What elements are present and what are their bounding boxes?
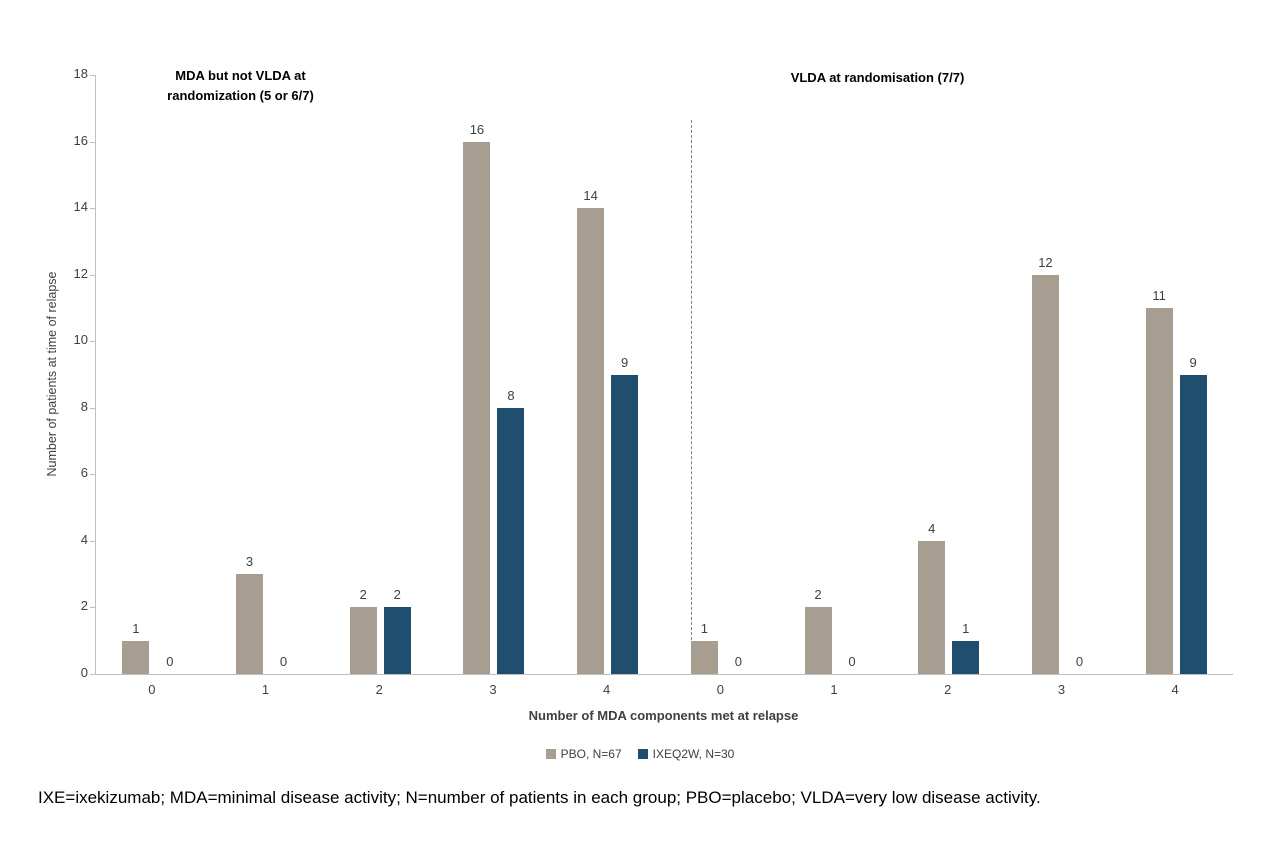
bar-value-label: 3: [245, 554, 254, 570]
bar-value-label: 0: [279, 654, 288, 669]
bar-value-label: 12: [1038, 254, 1053, 270]
ixeq2w-swatch-icon: [637, 749, 648, 759]
legend-label-ixeq2w: IXEQ2W, N=30: [652, 747, 735, 761]
bar-value-label: 2: [393, 587, 401, 603]
bar-pbo: [804, 607, 832, 674]
bar-ixeq2w: [1179, 374, 1207, 674]
y-axis-tick: [90, 407, 96, 409]
pbo-swatch-icon: [545, 749, 556, 759]
bar-ixeq2w: [497, 407, 525, 674]
bar-pbo: [1145, 307, 1173, 674]
bar-value-label: 11: [1152, 287, 1166, 303]
x-axis-category-label: 4: [1171, 682, 1179, 697]
bar-value-label: 1: [132, 620, 140, 636]
y-axis-tick-label: 12: [73, 265, 88, 281]
y-axis-tick-label: 0: [80, 665, 88, 680]
bar-pbo: [236, 574, 264, 674]
plot-area: 1 0 3 0 2 2 16 8 14 9 1 0 2 0 4 1 12 0 11 9: [90, 75, 1233, 675]
x-axis-category-label: 1: [261, 682, 270, 697]
bar-value-label: 0: [166, 654, 174, 669]
panel-title-line: randomization (5 or 6/7): [167, 88, 314, 104]
y-axis-tick: [90, 540, 96, 542]
bar-ixeq2w: [952, 640, 980, 674]
y-axis-tick: [90, 341, 96, 343]
y-axis-tick-label: 4: [80, 531, 88, 547]
y-axis-tick: [90, 474, 96, 476]
y-axis-tick: [90, 607, 96, 609]
bar-pbo: [577, 208, 605, 674]
panel-title-line: MDA but not VLDA at: [175, 68, 306, 83]
x-axis-labels: 0 1 2 3 4 0 1 2 3 4: [95, 682, 1232, 702]
legend-item-ixeq2w: IXEQ2W, N=30: [637, 747, 735, 761]
x-axis-category-label: 4: [603, 682, 611, 697]
bar-value-label: 2: [359, 587, 367, 603]
bar-pbo: [1031, 274, 1059, 674]
y-axis-tick-label: 10: [73, 332, 88, 348]
x-axis-category-label: 1: [830, 682, 838, 697]
legend-label-pbo: PBO, N=67: [560, 747, 622, 761]
bar-pbo: [463, 141, 491, 674]
x-axis-title: Number of MDA components met at relapse: [528, 708, 799, 723]
y-axis-labels: 0 2 4 6 8 10 12 14 16 18: [40, 66, 88, 680]
y-axis-tick-label: 18: [73, 66, 88, 81]
bar-value-label: 1: [700, 620, 708, 636]
bar-ixeq2w: [383, 607, 411, 674]
x-axis-category-label: 3: [1057, 682, 1066, 697]
bar-value-label: 2: [814, 587, 822, 603]
y-axis-tick-label: 8: [80, 398, 88, 414]
bar-pbo: [918, 540, 946, 674]
x-axis-category-label: 2: [944, 682, 952, 697]
bar-pbo: [122, 640, 150, 674]
y-axis-tick: [90, 274, 96, 276]
y-axis-tick-label: 6: [80, 465, 88, 481]
bar-value-label: 4: [928, 520, 936, 536]
bar-value-label: 14: [583, 188, 598, 204]
bar-pbo: [349, 607, 377, 674]
legend-item-pbo: PBO, N=67: [545, 747, 622, 761]
y-axis-tick: [90, 674, 96, 675]
footnote: IXE=ixekizumab; MDA=minimal disease acti…: [38, 788, 1041, 807]
bar-ixeq2w: [611, 374, 639, 674]
y-axis-tick-label: 14: [73, 199, 88, 215]
panel-title-right: VLDA at randomisation (7/7): [700, 68, 1055, 88]
bar-value-label: 9: [1189, 354, 1197, 370]
panel-title-left: MDA but not VLDA at randomization (5 or …: [128, 66, 353, 106]
panel-title-line: VLDA at randomisation (7/7): [790, 70, 965, 85]
x-axis-category-label: 2: [375, 682, 383, 697]
bar-value-label: 8: [507, 387, 515, 403]
y-axis-tick-label: 2: [80, 598, 88, 614]
legend: PBO, N=67 IXEQ2W, N=30: [0, 747, 1280, 761]
panel-divider-line: [690, 120, 692, 640]
y-axis-tick-label: 16: [73, 132, 88, 148]
bar-value-label: 0: [848, 654, 856, 669]
bar-value-label: 0: [734, 654, 742, 669]
x-axis-category-label: 0: [148, 682, 156, 697]
bar-value-label: 1: [962, 620, 970, 636]
x-axis-category-label: 3: [489, 682, 497, 697]
bar-pbo: [690, 640, 718, 674]
y-axis-tick: [90, 208, 96, 210]
bar-value-label: 9: [621, 354, 629, 370]
bar-value-label: 0: [1075, 654, 1084, 669]
x-axis-category-label: 0: [716, 682, 724, 697]
bar-value-label: 16: [469, 121, 485, 137]
y-axis-tick: [90, 75, 96, 76]
y-axis-tick: [90, 141, 96, 143]
